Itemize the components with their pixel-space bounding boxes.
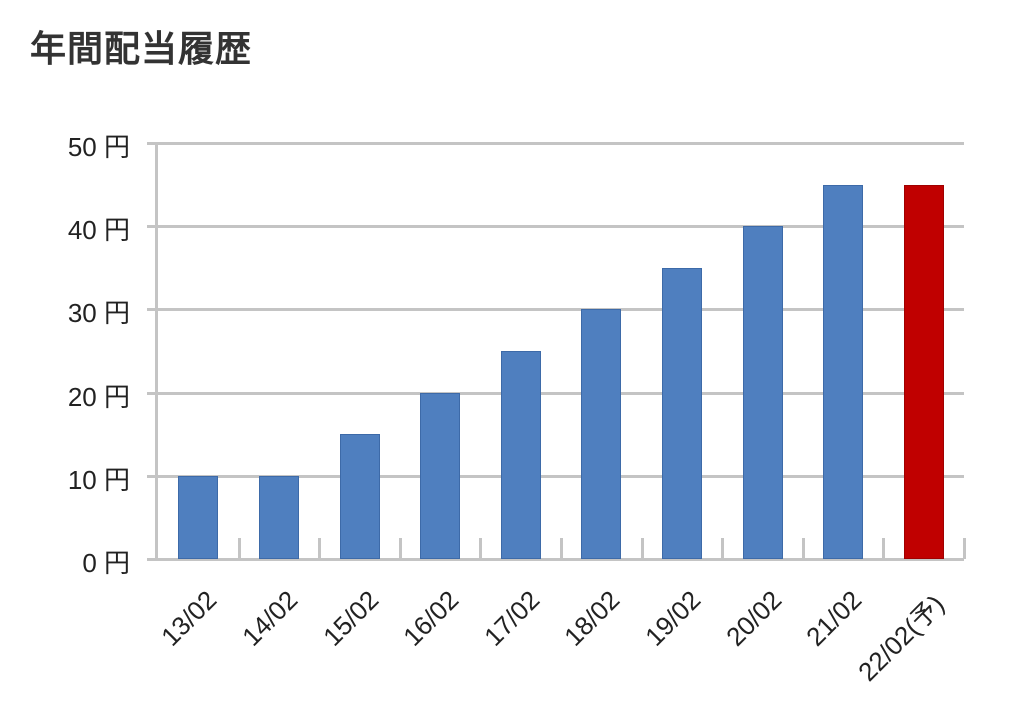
chart-title: 年間配当履歴 xyxy=(30,29,253,70)
y-tick-label: 10 円 xyxy=(67,464,130,495)
x-tick-mark xyxy=(640,538,644,559)
x-tick-mark xyxy=(237,538,241,559)
x-tick-mark xyxy=(882,538,886,559)
y-tick-label: 40 円 xyxy=(67,215,130,246)
gridline xyxy=(147,308,964,312)
dividend-bar xyxy=(339,434,380,559)
gridline xyxy=(147,391,964,395)
gridline xyxy=(147,474,964,478)
x-tick-label: 15/02 xyxy=(316,584,384,652)
x-tick-mark xyxy=(398,538,402,559)
x-tick-mark xyxy=(318,538,322,559)
dividend-bar xyxy=(178,475,219,559)
x-tick-label: 14/02 xyxy=(235,584,304,652)
dividend-bar xyxy=(742,226,783,559)
gridline xyxy=(147,225,964,229)
x-tick-mark xyxy=(801,538,805,559)
dividend-bar xyxy=(581,309,622,559)
gridline xyxy=(147,142,964,145)
y-tick-label: 50 円 xyxy=(67,132,130,162)
x-tick-label: 20/02 xyxy=(719,584,787,652)
x-tick-label: 22/02(予) xyxy=(851,588,950,687)
y-tick-label: 20 円 xyxy=(67,381,130,412)
x-tick-mark xyxy=(963,538,966,559)
x-tick-mark xyxy=(560,538,563,559)
dividend-bar xyxy=(258,475,299,559)
dividend-bar xyxy=(661,267,702,559)
x-tick-label: 17/02 xyxy=(477,584,546,652)
y-tick-label: 0 円 xyxy=(82,548,130,578)
x-tick-label: 13/02 xyxy=(155,584,223,652)
dividend-bar xyxy=(500,351,541,559)
x-tick-label: 21/02 xyxy=(800,584,868,652)
x-tick-label: 18/02 xyxy=(558,584,626,652)
gridline xyxy=(147,558,964,561)
x-tick-mark xyxy=(721,538,725,559)
x-tick-label: 19/02 xyxy=(638,584,707,652)
dividend-bar xyxy=(823,184,864,559)
forecast-bar xyxy=(903,184,944,559)
y-tick-label: 30 円 xyxy=(67,298,130,329)
dividend-bar xyxy=(420,392,461,559)
y-axis-line xyxy=(155,143,158,561)
x-tick-label: 16/02 xyxy=(397,584,465,652)
x-tick-mark xyxy=(479,538,483,559)
